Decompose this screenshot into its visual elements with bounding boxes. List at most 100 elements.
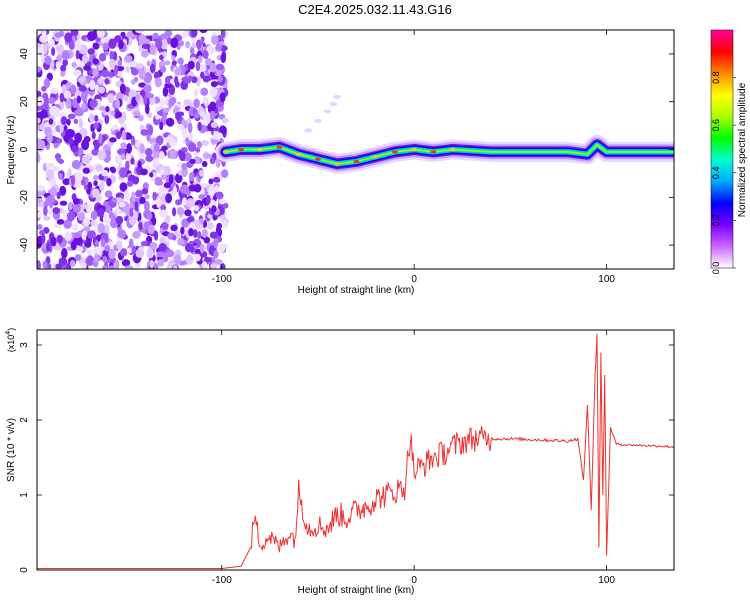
spectrogram-noise-cell: [126, 180, 134, 187]
spectrogram-noise-cell: [74, 171, 83, 183]
spectrogram-noise-cell: [108, 248, 116, 259]
spectrogram-noise-cell: [45, 162, 55, 169]
spectrogram-noise-cell: [115, 215, 124, 225]
snr-y-multiplier: (x104): [5, 328, 16, 352]
spectrogram-noise-cell: [196, 231, 202, 239]
spectrogram-noise-cell: [184, 209, 192, 217]
spectrogram-noise-cell: [90, 220, 95, 227]
spectrogram-noise-cell: [145, 148, 153, 157]
spectrogram-noise-cell: [87, 31, 96, 42]
spectrogram-noise-cell: [183, 99, 192, 105]
spectrogram-noise-cell: [189, 172, 195, 182]
spectrogram-noise-cell: [116, 70, 124, 77]
spectrogram-noise-cell: [91, 188, 100, 198]
spectrogram-noise-cell: [134, 201, 139, 212]
spectrogram-noise-cell: [163, 182, 171, 189]
spectrogram-noise-cell: [128, 238, 134, 250]
bot-x-tick-label: 0: [411, 575, 417, 586]
spectrogram-noise-cell: [81, 230, 88, 241]
spectrogram-noise-cell: [171, 60, 177, 66]
spectrogram-noise-cell: [133, 110, 141, 117]
spectrogram-noise-cell: [87, 230, 96, 239]
spectrogram-noise-cell: [198, 218, 205, 224]
spectrogram-noise-cell: [102, 214, 112, 225]
spectrogram-noise-cell: [55, 61, 61, 69]
spectrogram-noise-cell: [74, 254, 82, 262]
spectrogram-noise-cell: [143, 221, 150, 229]
spectrogram-noise-cell: [187, 142, 197, 153]
spectrogram-noise-cell: [154, 77, 162, 88]
spectrogram-noise-cell: [165, 193, 173, 204]
spectrogram-noise-cell: [140, 168, 148, 176]
spectrogram-noise-cell: [221, 169, 229, 179]
spectrogram-noise-cell: [66, 118, 71, 126]
spectrogram-noise-cell: [202, 50, 209, 60]
spectrogram-noise-cell: [149, 63, 156, 74]
spectrogram-noise-cell: [185, 41, 191, 49]
spectrogram-noise-cell: [131, 191, 136, 203]
spectrogram-noise-cell: [37, 260, 41, 269]
spectrogram-noise-cell: [175, 111, 182, 121]
spectrogram-noise-cell: [56, 137, 63, 144]
spectrogram-noise-cell: [124, 265, 134, 269]
spectrogram-noise-cell: [186, 216, 194, 223]
spectrogram-noise-cell: [145, 86, 150, 97]
top-y-tick-label: 20: [19, 96, 30, 108]
spectrogram-noise-cell: [149, 43, 157, 55]
spectrogram-noise-cell: [93, 253, 99, 264]
spectrogram-noise-cell: [173, 254, 182, 265]
snr-frame: [36, 329, 675, 571]
spectrogram-noise-cell: [65, 98, 72, 110]
spectrogram-noise-cell: [87, 48, 95, 56]
spectrogram-noise-cell: [192, 108, 197, 115]
spectrogram-noise-cell: [95, 196, 101, 203]
spectrogram-noise-cell: [38, 229, 46, 236]
colorbar-tick-label: 0.6: [711, 119, 721, 132]
spectrogram-noise-cell: [71, 175, 76, 187]
page-title: C2E4.2025.032.11.43.G16: [298, 2, 452, 17]
spectrogram-noise-cell: [134, 261, 140, 269]
spectrogram-noise-cell: [135, 190, 143, 198]
spectrogram-noise-cell: [61, 49, 70, 61]
spectrogram-noise-cell: [133, 76, 139, 83]
colorbar-tick-label: 0.4: [711, 167, 721, 180]
spectrogram-noise-cell: [161, 145, 169, 151]
spectrogram-noise-cell: [51, 46, 56, 56]
spectrogram-noise-cell: [216, 132, 223, 138]
spectrogram-noise-cell: [221, 117, 229, 124]
spectrogram-noise-cell: [138, 69, 146, 80]
spectrogram-noise-cell: [177, 238, 185, 246]
spectrogram-noise-cell: [191, 30, 198, 38]
snr-y-multiplier-exponent: 4: [5, 331, 12, 335]
spectrogram-noise-cell: [172, 265, 178, 269]
spectrogram-noise-cell: [132, 230, 141, 239]
spectrogram-noise-cell: [101, 169, 109, 177]
spectrogram-noise-cell: [90, 210, 98, 221]
spectrogram-noise-cell: [103, 224, 110, 235]
spectrogram-noise-cell: [210, 262, 218, 269]
spectrogram-noise-cell: [53, 142, 59, 149]
spectrogram-noise-cell: [108, 265, 115, 269]
spectrogram-noise-cell: [188, 227, 194, 237]
spectrogram-noise-cell: [41, 85, 47, 92]
spectrogram-noise-cell: [37, 96, 45, 106]
bot-y-tick-label: 1: [19, 492, 30, 498]
spectrogram-noise-cell: [93, 180, 98, 187]
spectrogram-noise-cell: [159, 121, 164, 131]
spectrogram-noise-cell: [80, 203, 88, 209]
spectrogram-noise-cell: [182, 197, 188, 206]
spectrogram-noise-cell: [160, 38, 168, 50]
spectrogram-noise-cell: [203, 153, 213, 159]
spectrogram-noise-cell: [79, 261, 87, 269]
spectrogram-noise-cell: [81, 154, 91, 165]
spectrogram-noise-cell: [62, 178, 71, 186]
spectrogram-noise-cell: [160, 98, 165, 109]
spectrogram-noise-cell: [105, 205, 112, 214]
spectrogram-noise-cell: [197, 121, 202, 132]
spectrogram-noise-cell: [145, 104, 150, 115]
spectrogram-noise-cell: [37, 139, 43, 149]
spectrogram-noise-cell: [91, 148, 100, 156]
spectrogram-noise-cell: [181, 162, 187, 171]
spectrogram-noise-cell: [80, 91, 88, 102]
spectrogram-noise-cell: [178, 57, 184, 65]
